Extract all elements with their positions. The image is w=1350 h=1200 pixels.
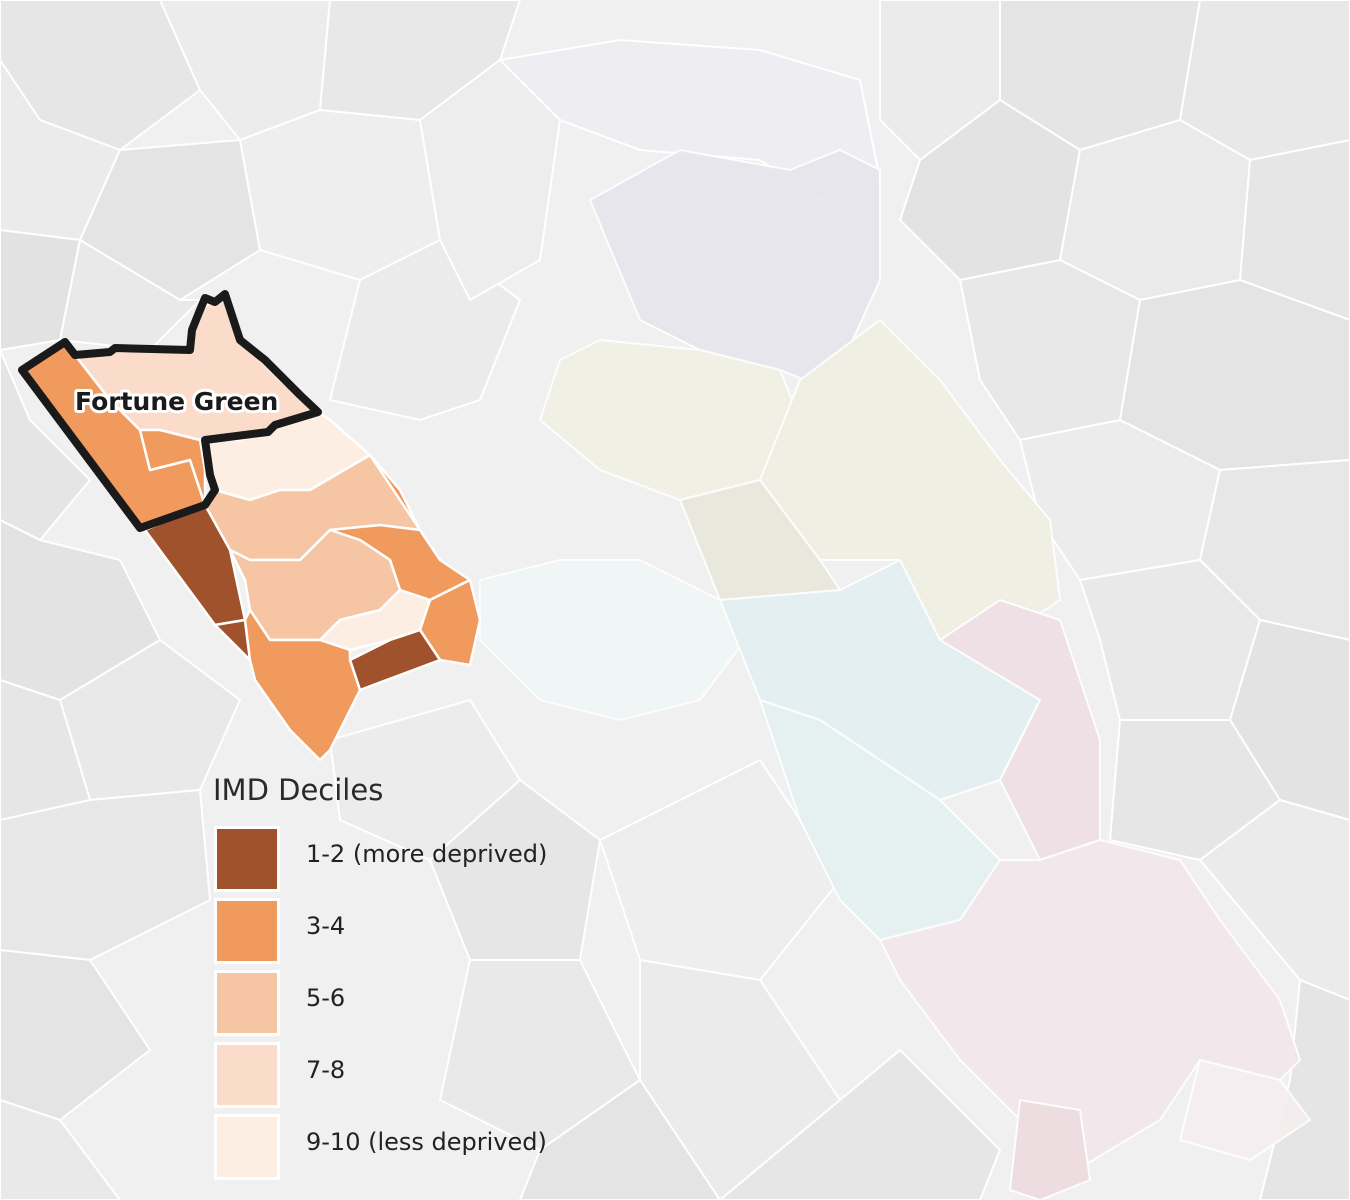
legend-item: 9-10 (less deprived) xyxy=(212,1114,632,1186)
legend: IMD Deciles 1-2 (more deprived) 3-4 5-6 … xyxy=(212,770,632,1186)
legend-title: IMD Deciles xyxy=(213,773,384,807)
legend-item: 3-4 xyxy=(212,898,632,970)
area-label: Fortune Green xyxy=(75,387,278,416)
legend-label: 9-10 (less deprived) xyxy=(306,1128,547,1156)
legend-swatch xyxy=(214,1114,280,1180)
faded-wards xyxy=(479,148,1312,1200)
legend-swatch xyxy=(214,970,280,1036)
legend-item: 1-2 (more deprived) xyxy=(212,826,632,898)
legend-label: 3-4 xyxy=(306,912,346,940)
legend-item: 5-6 xyxy=(212,970,632,1042)
legend-swatch xyxy=(214,898,280,964)
study-area-choropleth xyxy=(23,295,482,762)
legend-item: 7-8 xyxy=(212,1042,632,1114)
legend-swatch xyxy=(214,826,280,892)
legend-label: 7-8 xyxy=(306,1056,346,1084)
legend-label: 1-2 (more deprived) xyxy=(306,840,548,868)
legend-swatch xyxy=(214,1042,280,1108)
fortune-green-outline xyxy=(18,290,322,532)
legend-label: 5-6 xyxy=(306,984,346,1012)
